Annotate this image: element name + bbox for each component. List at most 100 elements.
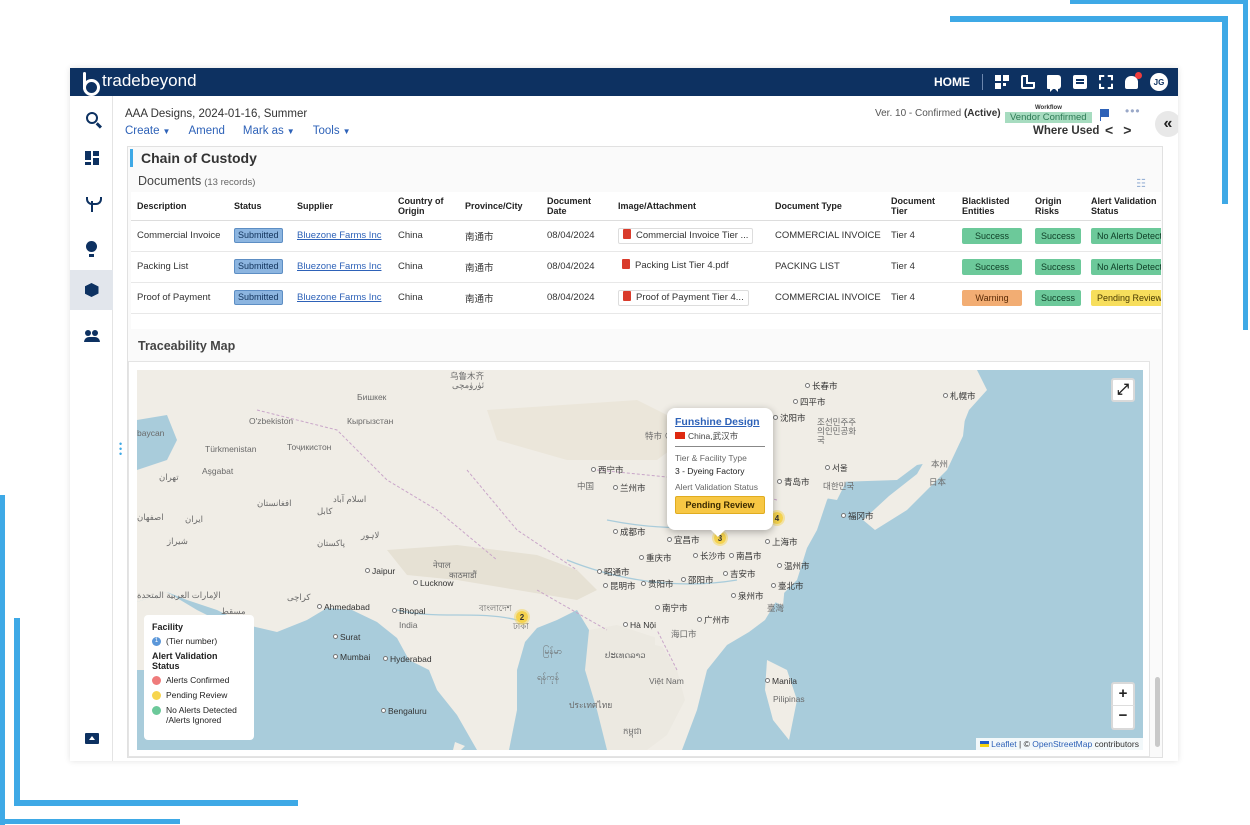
notification-bell-icon[interactable] <box>1125 71 1142 89</box>
map-label: 日本 <box>929 477 947 487</box>
map-city: Manila <box>765 676 797 686</box>
cell-blacklisted: Warning <box>956 282 1029 314</box>
col-origin-risks[interactable]: Origin Risks <box>1029 192 1085 221</box>
attachment-chip[interactable]: Packing List Tier 4.pdf <box>618 258 733 275</box>
alert-badge: No Alerts Detected <box>1091 258 1161 275</box>
cell-origin-risks: Success <box>1029 251 1085 283</box>
table-row[interactable]: Packing List Submitted Bluezone Farms In… <box>131 251 1161 283</box>
map-label: Việt Nam <box>649 676 684 686</box>
record-navigation: <> <box>1105 122 1141 138</box>
sidebar-item-workflow[interactable] <box>70 184 113 224</box>
map-city: Mumbai <box>333 652 370 662</box>
map-city: 吉安市 <box>723 568 756 580</box>
tools-menu[interactable]: Tools ▼ <box>313 125 351 137</box>
col-attachment[interactable]: Image/Attachment <box>612 192 769 221</box>
col-tier[interactable]: Document Tier <box>885 192 956 221</box>
facility-name-link[interactable]: Funshine Design <box>675 416 760 428</box>
brand-logo[interactable]: tradebeyond <box>82 71 197 96</box>
map-label: مسقط <box>221 606 246 616</box>
sidebar-item-users[interactable] <box>70 316 113 356</box>
col-country[interactable]: Country of Origin <box>392 192 459 221</box>
table-row[interactable]: Proof of Payment Submitted Bluezone Farm… <box>131 282 1161 314</box>
scan-icon[interactable] <box>1099 75 1113 89</box>
col-alert[interactable]: Alert Validation Status <box>1085 192 1161 221</box>
decor-bracket-bottom2 <box>0 819 180 824</box>
documents-table: Description Status Supplier Country of O… <box>131 192 1161 329</box>
map-label: افغانستان <box>257 498 292 508</box>
next-record-button[interactable]: > <box>1123 122 1142 138</box>
sidebar-item-upload[interactable] <box>70 718 113 758</box>
user-avatar[interactable]: JG <box>1150 73 1168 91</box>
filter-settings-icon[interactable]: ☷ <box>1136 178 1146 190</box>
facility-location-text: China,武汉市 <box>688 431 739 441</box>
cell-country: China <box>392 220 459 252</box>
traceability-map[interactable]: 乌鲁木齐 ئۈرۈمچى Бишкек Кыргызстан O'zbekist… <box>137 370 1143 750</box>
col-blacklisted[interactable]: Blacklisted Entities <box>956 192 1029 221</box>
water-caspian <box>137 415 177 470</box>
cell-date: 08/04/2024 <box>541 251 612 283</box>
supplier-link[interactable]: Bluezone Farms Inc <box>297 261 382 272</box>
col-description[interactable]: Description <box>131 192 228 221</box>
sidebar-item-ideas[interactable] <box>70 226 113 266</box>
qr-grid-icon[interactable] <box>995 75 1009 89</box>
attachment-chip[interactable]: Commercial Invoice Tier ... <box>618 227 754 244</box>
more-options-icon[interactable]: ••• <box>1125 104 1141 118</box>
attachment-chip[interactable]: Proof of Payment Tier 4... <box>618 289 749 306</box>
facility-cluster-marker[interactable]: 2 <box>514 609 530 625</box>
cell-origin-risks: Success <box>1029 282 1085 314</box>
where-used-link[interactable]: Where Used <box>1033 125 1100 137</box>
zoom-out-button[interactable]: − <box>1111 706 1135 730</box>
map-label: ঢাকা <box>513 621 529 631</box>
fullscreen-button[interactable]: ⤢ <box>1111 378 1135 402</box>
chevron-down-icon: ▼ <box>342 127 351 136</box>
map-container: 乌鲁木齐 ئۈرۈمچى Бишкек Кыргызстан O'zbekist… <box>128 361 1150 757</box>
map-label: 海口市 <box>671 629 697 639</box>
map-label: Aşgabat <box>202 466 234 476</box>
map-label: ایران <box>185 514 204 524</box>
map-legend: Facility 1 (Tier number) Alert Validation… <box>144 615 254 740</box>
sidebar-item-search[interactable] <box>70 98 113 138</box>
map-land-shapes <box>137 370 987 750</box>
sidebar-item-dashboard[interactable] <box>70 138 113 178</box>
legend-row: No Alerts Detected /Alerts Ignored <box>152 705 246 725</box>
cell-type: COMMERCIAL INVOICE <box>769 282 885 314</box>
terrain-gobi <box>487 400 697 460</box>
osm-link[interactable]: OpenStreetMap <box>1032 739 1093 749</box>
map-city: 宜昌市 <box>667 534 700 546</box>
origin-risk-badge: Success <box>1035 258 1082 275</box>
zoom-in-button[interactable]: + <box>1111 682 1135 706</box>
decor-bracket-bottom-vert <box>14 618 20 806</box>
decor-bracket-top-vert <box>1222 16 1228 204</box>
amend-button[interactable]: Amend <box>188 125 225 137</box>
supplier-link[interactable]: Bluezone Farms Inc <box>297 230 382 241</box>
create-menu[interactable]: Create ▼ <box>125 125 170 137</box>
collapse-panel-button[interactable]: « <box>1155 111 1178 137</box>
leaflet-link[interactable]: Leaflet <box>991 739 1017 749</box>
drag-handle[interactable]: • • • <box>119 439 123 459</box>
col-date[interactable]: Document Date <box>541 192 612 221</box>
workflow-status-badge[interactable]: Vendor Confirmed <box>1005 112 1092 123</box>
external-link-icon[interactable] <box>1021 75 1035 89</box>
col-supplier[interactable]: Supplier <box>291 192 392 221</box>
supplier-link[interactable]: Bluezone Farms Inc <box>297 292 382 303</box>
map-label: شیراز <box>167 536 188 546</box>
map-label: 特市 ⊙ <box>645 431 673 441</box>
bookmark-icon[interactable] <box>1047 75 1061 92</box>
col-type[interactable]: Document Type <box>769 192 885 221</box>
pending-review-button[interactable]: Pending Review <box>675 496 765 514</box>
map-city: Hyderabad <box>383 654 432 664</box>
flag-icon[interactable] <box>1100 109 1109 121</box>
sidebar-item-products[interactable] <box>70 270 113 310</box>
prev-record-button[interactable]: < <box>1105 122 1124 138</box>
vertical-scrollbar[interactable] <box>1155 677 1160 747</box>
col-status[interactable]: Status <box>228 192 291 221</box>
home-link[interactable]: HOME <box>934 75 970 89</box>
table-row[interactable]: Commercial Invoice Submitted Bluezone Fa… <box>131 220 1161 252</box>
yellow-dot-icon <box>152 691 161 700</box>
col-province[interactable]: Province/City <box>459 192 541 221</box>
chat-icon[interactable] <box>1073 75 1087 89</box>
cell-attachment: Proof of Payment Tier 4... <box>612 282 769 314</box>
cell-alert: No Alerts Detected <box>1085 251 1161 283</box>
map-city: 兰州市 <box>613 482 646 494</box>
mark-as-menu[interactable]: Mark as ▼ <box>243 125 295 137</box>
